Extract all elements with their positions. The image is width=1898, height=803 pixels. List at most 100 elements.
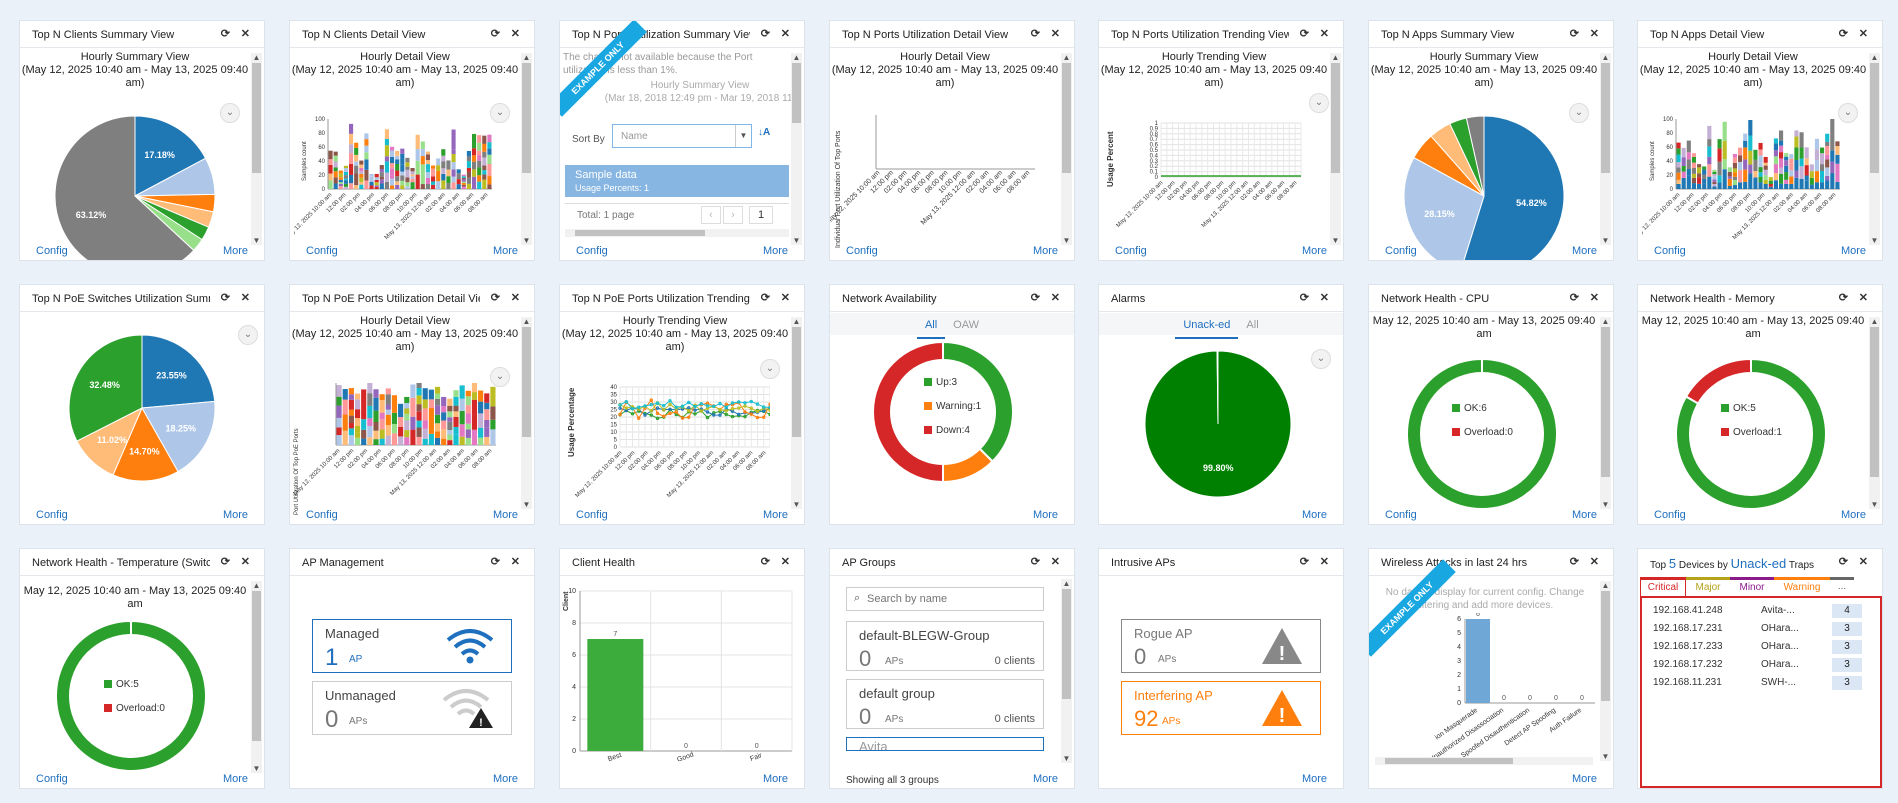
config-link[interactable]: Config <box>306 509 338 521</box>
pie-slice[interactable] <box>134 115 207 197</box>
scrollbar[interactable]: ▲ ▼ <box>1600 581 1611 761</box>
refresh-icon[interactable]: ⟳ <box>220 292 230 304</box>
more-link[interactable]: More <box>1571 245 1597 257</box>
scrollbar[interactable]: ▲ ▼ <box>521 53 532 245</box>
search-box[interactable]: ⌕ <box>846 587 1044 611</box>
rogue-ap-card[interactable]: Rogue AP 0 APs ! <box>1121 619 1321 673</box>
more-link[interactable]: More <box>492 773 518 785</box>
tab-critical[interactable]: Critical <box>1640 577 1686 597</box>
chevron-down-icon[interactable]: ⌄ <box>1838 103 1858 123</box>
scrollbar[interactable]: ▲ ▼ <box>791 53 802 245</box>
refresh-icon[interactable]: ⟳ <box>760 28 770 40</box>
refresh-icon[interactable]: ⟳ <box>1569 556 1579 568</box>
bar[interactable] <box>1466 619 1490 703</box>
tab-oaw[interactable]: OAW <box>953 319 980 331</box>
tab-unacked[interactable]: Unack-ed <box>1175 317 1239 339</box>
next-page-button[interactable]: › <box>723 206 743 224</box>
config-link[interactable]: Config <box>576 245 608 257</box>
chevron-down-icon[interactable]: ⌄ <box>238 325 258 345</box>
refresh-icon[interactable]: ⟳ <box>220 556 230 568</box>
close-icon[interactable]: ✕ <box>240 292 250 304</box>
managed-aps-card[interactable]: Managed 1 AP <box>312 619 512 673</box>
close-icon[interactable]: ✕ <box>1050 556 1060 568</box>
tab-all[interactable]: All <box>1246 319 1259 331</box>
chevron-down-icon[interactable]: ⌄ <box>1311 349 1331 369</box>
ap-group-card[interactable]: default-BLEGW-Group 0 APs 0 clients <box>846 621 1044 671</box>
tab-warning[interactable]: Warning <box>1774 577 1830 597</box>
table-row[interactable]: 192.168.17.232 OHara... 3 <box>1649 656 1876 674</box>
table-row[interactable]: 192.168.11.231 SWH-... 3 <box>1649 674 1876 692</box>
refresh-icon[interactable]: ⟳ <box>1030 28 1040 40</box>
close-icon[interactable]: ✕ <box>1858 292 1868 304</box>
refresh-icon[interactable]: ⟳ <box>1299 556 1309 568</box>
more-link[interactable]: More <box>1301 509 1327 521</box>
unmanaged-aps-card[interactable]: Unmanaged 0 APs ! <box>312 681 512 735</box>
refresh-icon[interactable]: ⟳ <box>490 292 500 304</box>
close-icon[interactable]: ✕ <box>1319 28 1329 40</box>
close-icon[interactable]: ✕ <box>510 292 520 304</box>
refresh-icon[interactable]: ⟳ <box>1838 28 1848 40</box>
close-icon[interactable]: ✕ <box>510 556 520 568</box>
scrollbar[interactable]: ▲ ▼ <box>1330 53 1341 245</box>
chevron-down-icon[interactable]: ⌄ <box>490 367 510 387</box>
page-number[interactable]: 1 <box>749 206 773 224</box>
prev-page-button[interactable]: ‹ <box>701 206 721 224</box>
pie-slice[interactable] <box>1216 350 1219 425</box>
config-link[interactable]: Config <box>1385 245 1417 257</box>
ap-group-card[interactable]: Avita <box>846 737 1044 751</box>
config-link[interactable]: Config <box>36 245 68 257</box>
scrollbar[interactable]: ▲ ▼ <box>521 317 532 509</box>
refresh-icon[interactable]: ⟳ <box>490 556 500 568</box>
refresh-icon[interactable]: ⟳ <box>1569 292 1579 304</box>
more-link[interactable]: More <box>762 245 788 257</box>
close-icon[interactable]: ✕ <box>1589 556 1599 568</box>
pie-slice[interactable] <box>141 400 216 473</box>
pie-slice[interactable] <box>54 115 195 261</box>
chevron-down-icon[interactable]: ⌄ <box>1569 103 1589 123</box>
more-link[interactable]: More <box>492 509 518 521</box>
scrollbar[interactable]: ▲ ▼ <box>1600 317 1611 509</box>
search-input[interactable] <box>867 590 1037 608</box>
more-link[interactable]: More <box>222 773 248 785</box>
unacked-link[interactable]: Unack-ed <box>1730 556 1787 571</box>
refresh-icon[interactable]: ⟳ <box>1838 292 1848 304</box>
close-icon[interactable]: ✕ <box>1319 292 1329 304</box>
close-icon[interactable]: ✕ <box>1589 292 1599 304</box>
more-link[interactable]: More <box>1840 509 1866 521</box>
close-icon[interactable]: ✕ <box>1319 556 1329 568</box>
close-icon[interactable]: ✕ <box>1050 28 1060 40</box>
tab-more[interactable]: ... <box>1830 577 1854 597</box>
more-link[interactable]: More <box>1032 773 1058 785</box>
refresh-icon[interactable]: ⟳ <box>1838 556 1848 568</box>
close-icon[interactable]: ✕ <box>1858 28 1868 40</box>
config-link[interactable]: Config <box>1115 245 1147 257</box>
interfering-ap-card[interactable]: Interfering AP 92 APs ! <box>1121 681 1321 735</box>
close-icon[interactable]: ✕ <box>240 556 250 568</box>
chevron-down-icon[interactable]: ⌄ <box>490 103 510 123</box>
more-link[interactable]: More <box>1301 773 1327 785</box>
config-link[interactable]: Config <box>36 773 68 785</box>
config-link[interactable]: Config <box>576 509 608 521</box>
scrollbar[interactable]: ▲ ▼ <box>251 581 262 773</box>
config-link[interactable]: Config <box>36 509 68 521</box>
close-icon[interactable]: ✕ <box>1858 556 1868 568</box>
scrollbar[interactable]: ▲ ▼ <box>1061 53 1072 245</box>
more-link[interactable]: More <box>222 509 248 521</box>
sort-select[interactable]: Name ▼ <box>612 124 752 148</box>
close-icon[interactable]: ✕ <box>510 28 520 40</box>
more-link[interactable]: More <box>1840 245 1866 257</box>
table-row[interactable]: 192.168.17.231 OHara... 3 <box>1649 620 1876 638</box>
scrollbar[interactable]: ▲ ▼ <box>1600 53 1611 245</box>
more-link[interactable]: More <box>1571 509 1597 521</box>
refresh-icon[interactable]: ⟳ <box>220 28 230 40</box>
config-link[interactable]: Config <box>1385 509 1417 521</box>
config-link[interactable]: Config <box>306 245 338 257</box>
tab-minor[interactable]: Minor <box>1730 577 1774 597</box>
chevron-down-icon[interactable]: ⌄ <box>220 103 240 123</box>
more-link[interactable]: More <box>762 773 788 785</box>
refresh-icon[interactable]: ⟳ <box>1569 28 1579 40</box>
tab-all[interactable]: All <box>916 317 946 339</box>
pie-slice[interactable] <box>112 406 179 482</box>
refresh-icon[interactable]: ⟳ <box>1030 556 1040 568</box>
tab-major[interactable]: Major <box>1686 577 1730 597</box>
